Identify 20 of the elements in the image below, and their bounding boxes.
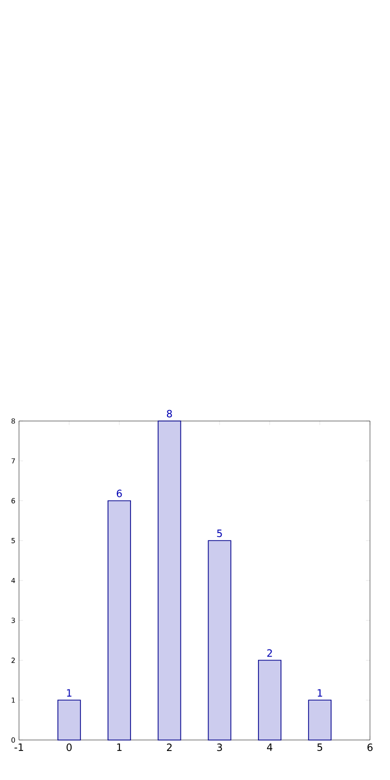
data-label: 5 xyxy=(217,530,222,538)
x-tick-label: 6 xyxy=(368,744,373,752)
bar xyxy=(57,700,81,740)
data-label: 1 xyxy=(318,689,322,697)
data-label: 8 xyxy=(166,410,172,418)
x-tick-label: 3 xyxy=(217,744,222,752)
bar xyxy=(208,540,232,740)
data-label: 2 xyxy=(267,649,272,657)
data-label: 1 xyxy=(67,689,72,697)
bar xyxy=(308,700,332,740)
x-tick-label: 4 xyxy=(267,744,272,751)
data-label: 6 xyxy=(116,490,122,498)
x-tick-label: 2 xyxy=(166,744,172,751)
x-tick-label: 5 xyxy=(317,744,322,751)
bar xyxy=(108,500,131,740)
x-tick-label: 0 xyxy=(66,744,72,752)
bar xyxy=(158,420,182,740)
x-tick-label: 1 xyxy=(117,744,122,751)
bar xyxy=(258,660,282,740)
x-tick-label: -1 xyxy=(14,744,24,751)
